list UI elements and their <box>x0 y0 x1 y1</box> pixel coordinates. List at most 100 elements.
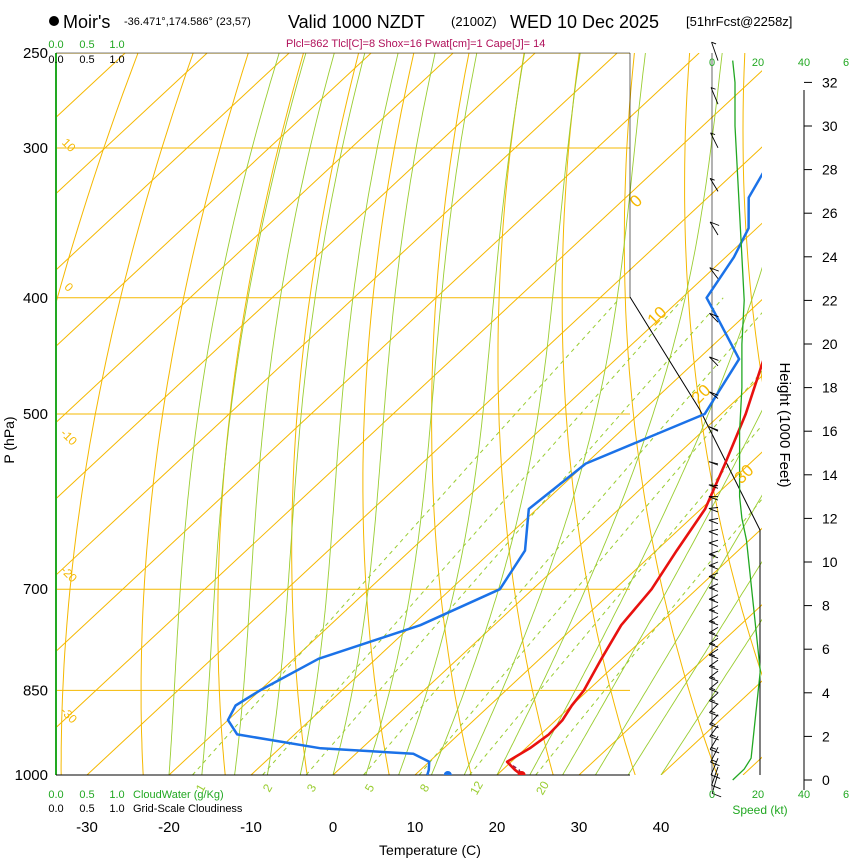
pressure-tick-label: 1000 <box>15 767 48 784</box>
wind-barb-flag <box>710 774 721 779</box>
height-tick-label: 8 <box>822 598 830 614</box>
mixing-ratio-label: 5 <box>362 781 378 794</box>
cloudwater-tick-top: 0.0 <box>48 39 63 51</box>
wind-barb-flag <box>710 642 716 646</box>
wind-barb-flag <box>710 761 720 767</box>
temperature-tick-label: 10 <box>407 819 424 836</box>
dry-adiabat-line <box>140 53 249 775</box>
x-axis-label: Temperature (C) <box>379 842 481 858</box>
wind-barb-staff <box>710 132 719 149</box>
wind-barb-flag <box>710 710 716 714</box>
wind-barb-flag <box>708 426 719 431</box>
cloudiness-tick-top: 0.0 <box>48 54 63 66</box>
dry-adiabat-line <box>561 53 636 775</box>
moist-adiabat-line <box>496 53 723 775</box>
height-tick-label: 18 <box>822 380 838 396</box>
dewpoint-line <box>226 172 762 775</box>
dry-adiabat-line <box>56 53 139 305</box>
wind-barb-flag <box>708 496 719 501</box>
wind-barb-flag <box>708 643 719 648</box>
moist-adiabat-line <box>529 266 762 775</box>
wind-barb-flag <box>711 792 722 798</box>
temperature-tick-label: -20 <box>158 819 180 836</box>
wind-barb-staff <box>708 528 719 533</box>
wind-barb-flag <box>710 699 716 702</box>
wind-barb-flag <box>711 41 717 45</box>
mixing-ratio-label: 2 <box>260 781 276 794</box>
wind-barb-flag <box>709 688 719 693</box>
wind-barb-flag <box>708 461 719 466</box>
wind-barb-flag <box>709 267 719 272</box>
height-tick-label: 24 <box>822 249 838 265</box>
parcel-line <box>506 761 523 775</box>
wind-barb-staff <box>709 267 719 279</box>
temperature-tick-label: 30 <box>571 819 588 836</box>
dry-adiabat-line <box>60 53 194 775</box>
moist-adiabat-line <box>168 53 280 775</box>
isotherm-line <box>56 53 290 271</box>
wind-barb-staff <box>709 703 719 713</box>
wind-barb-flag <box>711 759 717 763</box>
wind-barb-flag <box>709 221 720 226</box>
height-tick-label: 14 <box>822 467 838 483</box>
wind-barb-flag <box>708 565 719 570</box>
cloudwater-tick-top: 1.0 <box>109 39 124 51</box>
wind-barb-staff <box>709 356 719 367</box>
wind-barb-flag <box>710 132 716 136</box>
height-tick-label: 10 <box>822 554 838 570</box>
temperature-tick-label: -10 <box>240 819 262 836</box>
cloudwater-label: CloudWater (g/Kg) <box>133 789 224 801</box>
speed-axis-label: Speed (kt) <box>732 803 787 817</box>
wind-barb-staff <box>711 42 719 61</box>
wind-barb-flag <box>709 677 719 682</box>
wind-barb-flag <box>708 598 719 604</box>
mixing-ratio-line <box>192 297 621 775</box>
isotherm-line <box>56 53 208 195</box>
wind-barb-flag <box>710 575 716 579</box>
moist-adiabat-line <box>562 409 762 775</box>
sounding-indices: Plcl=862 Tlcl[C]=8 Shox=16 Pwat[cm]=1 Ca… <box>286 38 545 50</box>
wind-barb-flag <box>709 177 715 181</box>
wind-barb-staff <box>708 507 719 509</box>
surface-dewpoint-marker <box>443 771 452 775</box>
height-tick-label: 0 <box>822 772 830 788</box>
cloudwater-tick-bottom: 0.5 <box>79 789 94 801</box>
wind-barb-flag <box>709 712 719 717</box>
pressure-tick-label: 500 <box>23 406 48 423</box>
height-tick-label: 16 <box>822 423 838 439</box>
isotherm-line <box>250 298 762 775</box>
wind-barb-flag <box>709 748 720 754</box>
profiles <box>226 172 762 775</box>
isotherm-line <box>414 451 762 775</box>
wind-barb-flag <box>710 676 716 679</box>
mixing-ratio-line <box>305 297 724 775</box>
height-tick-label: 26 <box>822 205 838 221</box>
plot-frame <box>55 52 805 790</box>
height-tick-label: 4 <box>822 685 830 701</box>
wind-barb-staff <box>709 312 719 323</box>
wind-barb-flag <box>708 632 719 637</box>
temperature-tick-label: 40 <box>653 819 670 836</box>
speed-tick-bottom: 20 <box>752 789 764 801</box>
wind-barb-flag <box>710 553 715 556</box>
cloudiness-label: Grid-Scale Cloudiness <box>133 803 243 815</box>
wind-barb-flag <box>708 654 719 659</box>
background-grid <box>56 53 762 775</box>
dry-adiabat-line <box>497 53 554 775</box>
mixing-ratio-label: 12 <box>467 778 486 797</box>
pressure-tick-label: 250 <box>23 45 48 62</box>
speed-tick-top: 0 <box>709 57 715 69</box>
speed-tick-bottom: 6 <box>843 789 849 801</box>
moist-adiabat-line <box>660 618 762 775</box>
wind-barb-flag <box>710 620 716 623</box>
wind-barb-flag <box>710 687 716 691</box>
speed-tick-top: 6 <box>843 57 849 69</box>
forecast-info: [51hrFcst@2258z] <box>686 14 792 29</box>
dry-adiabat-line <box>431 53 472 775</box>
speed-tick-top: 20 <box>752 57 764 69</box>
moist-adiabat-line <box>266 53 366 775</box>
moist-adiabat-line <box>430 53 581 775</box>
wind-barb-flag <box>709 736 719 741</box>
wind-barb-staff <box>708 517 719 521</box>
mixing-ratio-label: 20 <box>533 778 552 797</box>
